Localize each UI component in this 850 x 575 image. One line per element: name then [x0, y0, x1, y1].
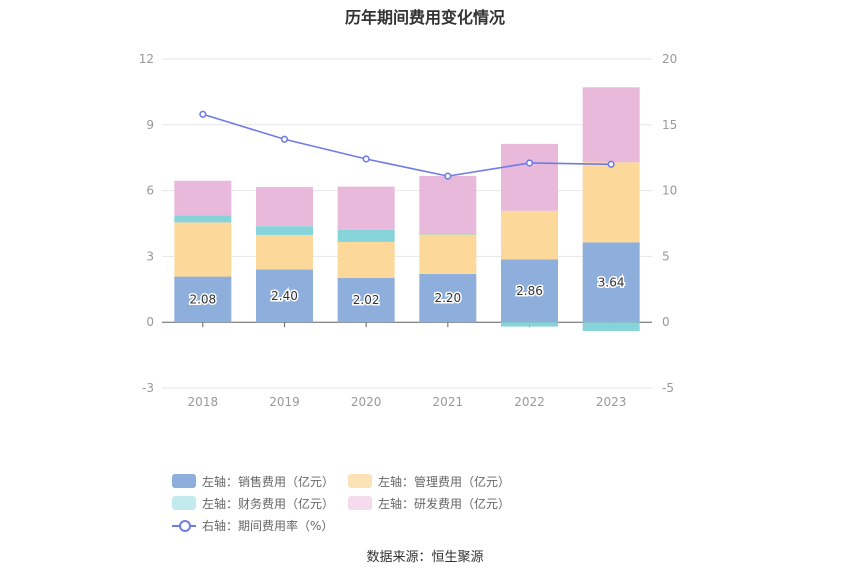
data-source: 数据来源：恒生聚源 — [366, 550, 484, 565]
bar-admin — [256, 234, 313, 270]
bar-sales — [419, 273, 477, 323]
legend-item-finance[interactable]: 左轴：财务费用（亿元） — [172, 492, 334, 514]
bar-admin — [501, 210, 558, 260]
x-tick-label: 2020 — [351, 395, 382, 409]
bar-finance — [174, 215, 232, 223]
rate-point — [199, 110, 207, 118]
left-tick-label: 3 — [146, 249, 154, 263]
bar-sales — [256, 269, 313, 323]
bar-rnd — [501, 143, 558, 211]
x-tick-label: 2021 — [433, 395, 464, 409]
bar-admin — [174, 222, 232, 277]
bar-data-label: 2.86 — [516, 284, 543, 298]
bar-rnd — [256, 187, 313, 227]
right-tick-label: 0 — [662, 315, 670, 329]
chart-title: 历年期间费用变化情况 — [344, 8, 505, 27]
rate-line — [202, 113, 612, 177]
legend-label: 右轴：期间费用率（%） — [202, 518, 334, 533]
legend-label: 左轴：财务费用（亿元） — [202, 496, 335, 511]
left-tick-label: 0 — [146, 315, 154, 329]
bar-finance — [337, 229, 395, 242]
bar-finance — [419, 233, 477, 235]
x-tick-label: 2022 — [514, 395, 545, 409]
legend-swatch — [348, 496, 373, 510]
bar-rnd — [582, 87, 640, 163]
right-tick-label: 20 — [662, 52, 677, 66]
bar-data-label: 2.08 — [189, 292, 216, 306]
x-tick-label: 2018 — [188, 395, 219, 409]
chart-plot: -3 0 3 6 9 12 -5 0 5 10 15 20 2018 2.08 2019 2.40 2020 2.… — [139, 52, 678, 409]
bar-rnd — [419, 175, 477, 234]
rate-point — [362, 155, 370, 163]
right-tick-label: 15 — [662, 118, 677, 132]
bar-data-label: 2.40 — [271, 289, 298, 303]
legend-swatch — [172, 496, 196, 510]
bar-data-label: 2.20 — [434, 291, 461, 305]
right-tick-label: -5 — [662, 381, 674, 395]
bar-data-label: 3.64 — [598, 275, 625, 289]
chart-legend: 左轴：销售费用（亿元） 左轴：管理费用（亿元） 左轴：财务费用（亿元） 左轴：研发费用… — [172, 470, 692, 536]
bar-finance — [256, 226, 313, 235]
bar-admin — [582, 162, 640, 243]
legend-swatch — [348, 474, 373, 488]
right-tick-label: 5 — [662, 249, 670, 263]
rate-point — [525, 159, 534, 167]
x-tick-label: 2023 — [596, 395, 627, 409]
legend-item-sales[interactable]: 左轴：销售费用（亿元） — [172, 470, 334, 492]
left-tick-label: 6 — [146, 184, 154, 198]
legend-label: 左轴：管理费用（亿元） — [378, 474, 511, 489]
rate-point — [280, 135, 289, 143]
bar-finance — [501, 322, 558, 327]
bar-sales — [337, 277, 395, 323]
right-tick-label: 10 — [662, 184, 677, 198]
bar-rnd — [337, 186, 395, 230]
legend-item-rnd[interactable]: 左轴：研发费用（亿元） — [348, 492, 510, 514]
legend-swatch — [172, 474, 196, 488]
legend-item-rate_line[interactable]: 右轴：期间费用率（%） — [172, 514, 333, 536]
bar-data-label: 2.02 — [353, 293, 380, 307]
x-tick-label: 2019 — [269, 395, 300, 409]
bar-sales — [501, 259, 558, 323]
bar-finance — [582, 322, 640, 331]
bar-rnd — [174, 180, 232, 216]
legend-label: 左轴：研发费用（亿元） — [378, 496, 511, 511]
bar-sales — [174, 276, 232, 323]
left-tick-label: -3 — [142, 381, 154, 395]
bar-admin — [419, 234, 477, 274]
legend-item-admin[interactable]: 左轴：管理费用（亿元） — [348, 470, 510, 492]
bar-sales — [582, 242, 640, 323]
left-tick-label: 12 — [139, 52, 154, 66]
bar-admin — [337, 241, 395, 278]
rate-point — [607, 160, 615, 168]
legend-label: 左轴：销售费用（亿元） — [202, 474, 335, 489]
rate-point — [444, 172, 452, 180]
legend-line-swatch — [172, 518, 196, 532]
left-tick-label: 9 — [146, 118, 154, 132]
